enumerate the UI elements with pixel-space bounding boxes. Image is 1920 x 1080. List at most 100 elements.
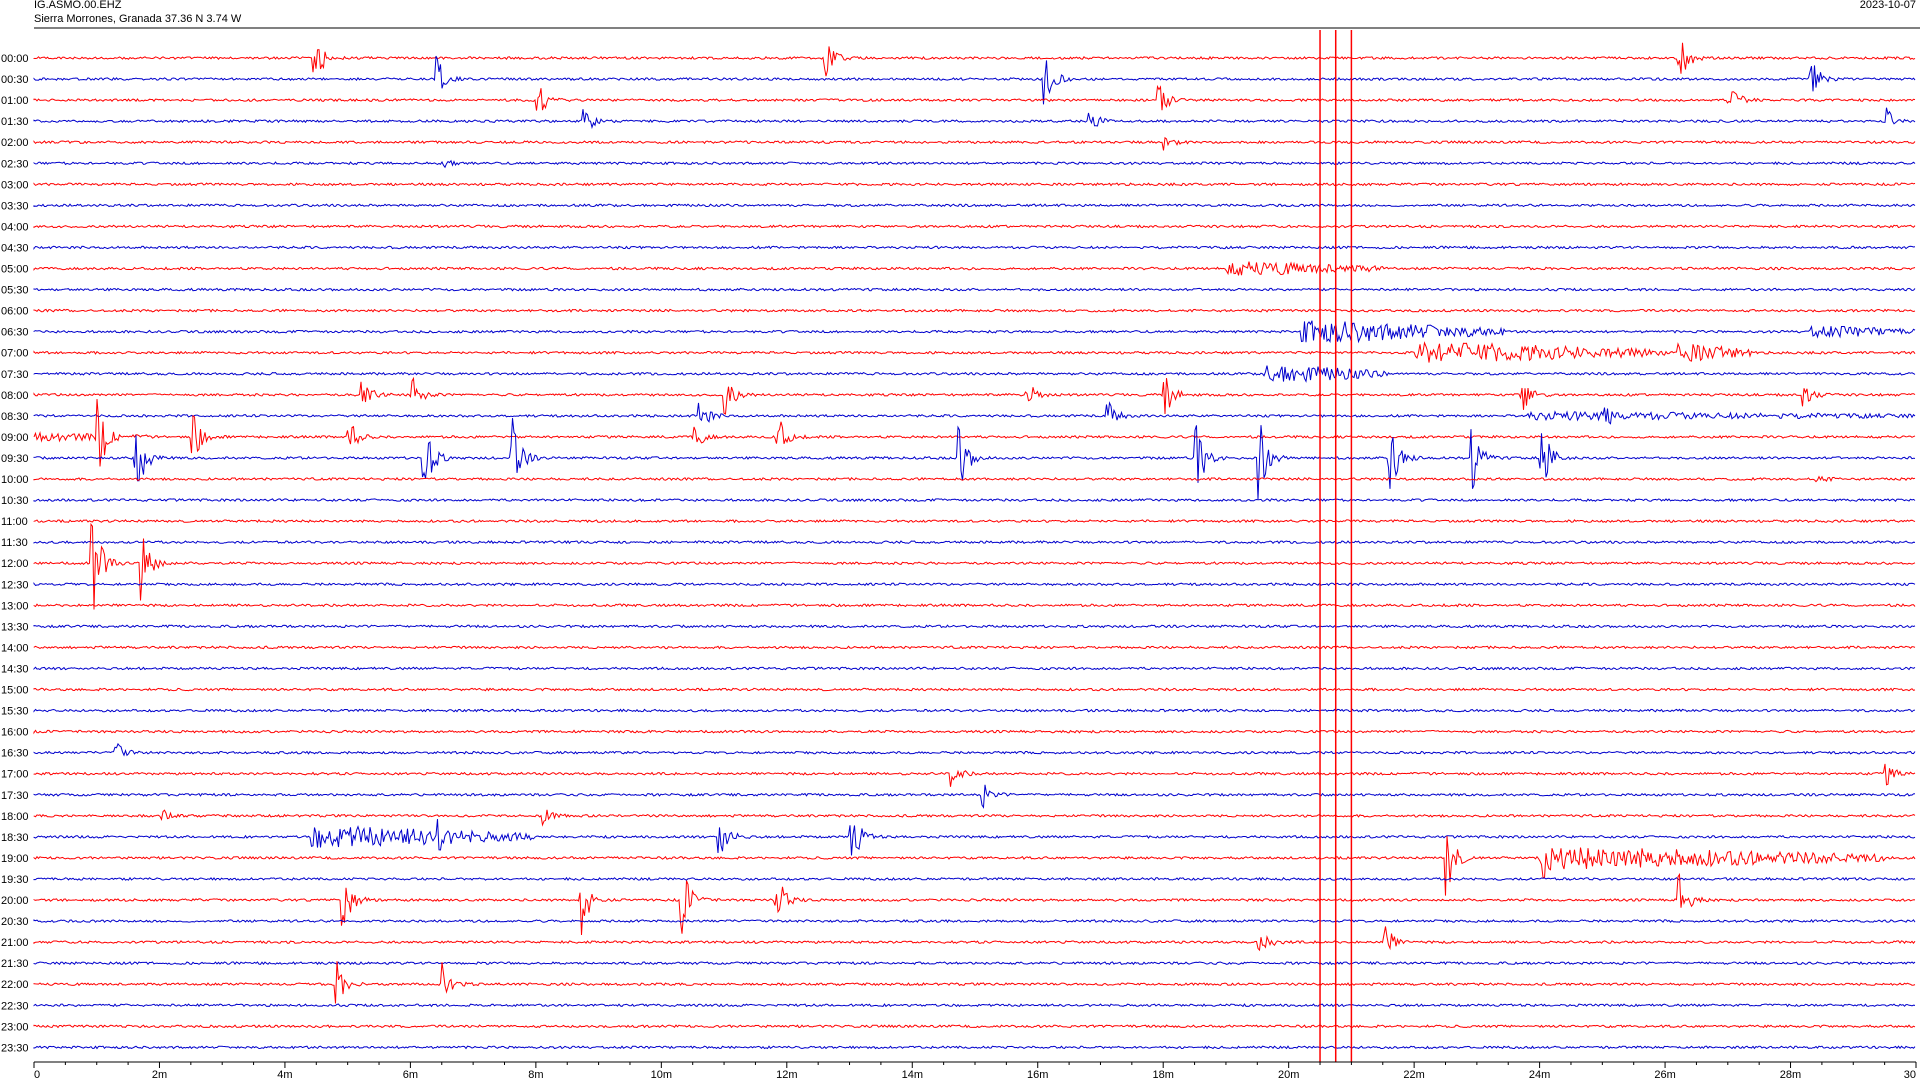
trace-0500 bbox=[33, 261, 1916, 276]
row-label: 06:30 bbox=[1, 327, 29, 339]
row-label: 17:00 bbox=[1, 769, 29, 781]
trace-group bbox=[33, 42, 1916, 1050]
row-label: 05:30 bbox=[1, 285, 29, 297]
trace-1830 bbox=[33, 819, 1916, 856]
trace-1630 bbox=[33, 742, 1916, 757]
trace-1900 bbox=[33, 835, 1916, 896]
row-label: 16:00 bbox=[1, 727, 29, 739]
trace-2230 bbox=[33, 1003, 1916, 1008]
row-label: 10:00 bbox=[1, 474, 29, 486]
row-label: 18:30 bbox=[1, 832, 29, 844]
x-tick-label: 4m bbox=[277, 1069, 292, 1080]
trace-0100 bbox=[33, 84, 1916, 111]
marker-group bbox=[1319, 30, 1353, 1062]
trace-0000 bbox=[33, 42, 1916, 77]
row-label: 11:00 bbox=[1, 516, 28, 528]
row-label: 19:00 bbox=[1, 853, 29, 865]
trace-1030 bbox=[33, 498, 1916, 503]
trace-1700 bbox=[33, 763, 1916, 787]
trace-1400 bbox=[33, 645, 1916, 650]
trace-0330 bbox=[33, 203, 1916, 208]
row-label: 07:00 bbox=[1, 348, 29, 360]
row-label: 23:00 bbox=[1, 1021, 29, 1033]
x-tick-label: 28m bbox=[1780, 1069, 1801, 1080]
x-tick-label: 26m bbox=[1654, 1069, 1675, 1080]
trace-1600 bbox=[33, 729, 1916, 735]
row-label: 21:30 bbox=[1, 958, 29, 970]
row-label: 05:00 bbox=[1, 264, 29, 276]
row-label: 20:30 bbox=[1, 916, 29, 928]
trace-2200 bbox=[33, 961, 1916, 1004]
trace-1200 bbox=[33, 522, 1916, 610]
trace-1930 bbox=[33, 876, 1916, 882]
row-label: 01:30 bbox=[1, 116, 29, 128]
x-tick-label: 20m bbox=[1278, 1069, 1299, 1080]
row-label: 00:30 bbox=[1, 74, 29, 86]
trace-0900 bbox=[33, 399, 1916, 467]
trace-2300 bbox=[33, 1024, 1916, 1029]
trace-0430 bbox=[33, 245, 1916, 250]
row-label: 13:30 bbox=[1, 621, 29, 633]
trace-1000 bbox=[33, 475, 1916, 483]
trace-2100 bbox=[33, 926, 1916, 952]
row-label: 02:00 bbox=[1, 137, 29, 149]
trace-1530 bbox=[33, 708, 1916, 713]
row-label: 21:00 bbox=[1, 937, 29, 949]
row-label: 03:30 bbox=[1, 200, 29, 212]
row-label: 14:00 bbox=[1, 642, 29, 654]
trace-0530 bbox=[33, 287, 1916, 292]
trace-0800 bbox=[33, 376, 1916, 415]
trace-0400 bbox=[33, 224, 1916, 229]
row-label: 00:00 bbox=[1, 53, 29, 65]
row-label: 15:30 bbox=[1, 706, 29, 718]
plot-date: 2023-10-07 bbox=[1860, 0, 1916, 11]
row-label: 18:00 bbox=[1, 811, 29, 823]
row-label: 12:00 bbox=[1, 558, 29, 570]
trace-1230 bbox=[33, 582, 1916, 587]
row-label: 04:00 bbox=[1, 221, 29, 233]
station-location: Sierra Morrones, Granada 37.36 N 3.74 W bbox=[34, 13, 242, 25]
trace-2130 bbox=[33, 961, 1916, 966]
row-label: 20:00 bbox=[1, 895, 29, 907]
trace-1130 bbox=[33, 540, 1916, 545]
x-tick-label: 14m bbox=[902, 1069, 923, 1080]
trace-1100 bbox=[33, 518, 1916, 524]
x-tick-label: 12m bbox=[776, 1069, 797, 1080]
row-label: 22:30 bbox=[1, 1000, 29, 1012]
trace-1500 bbox=[33, 687, 1916, 692]
row-label: 14:30 bbox=[1, 664, 29, 676]
x-tick-label: 0 bbox=[34, 1069, 40, 1080]
row-label: 13:00 bbox=[1, 600, 29, 612]
x-tick-label: 10m bbox=[651, 1069, 672, 1080]
row-label: 04:30 bbox=[1, 243, 29, 255]
row-label: 07:30 bbox=[1, 369, 29, 381]
x-tick-label: 22m bbox=[1403, 1069, 1424, 1080]
row-label: 15:00 bbox=[1, 685, 29, 697]
row-label: 17:30 bbox=[1, 790, 29, 802]
row-label-group: 00:00 00:30 01:00 01:30 02:00 02:30 03:00 03:30… bbox=[1, 53, 29, 1054]
trace-1430 bbox=[33, 666, 1916, 671]
trace-0030 bbox=[33, 55, 1916, 105]
trace-0200 bbox=[33, 136, 1916, 151]
x-tick-label: 24m bbox=[1529, 1069, 1550, 1080]
x-axis: 0 2m 4m 6m 8m 10m 12m 14m 16m 18m 20m 22m 24m 26m 28m 3… bbox=[33, 1061, 1917, 1080]
x-tick-label: 16m bbox=[1027, 1069, 1048, 1080]
row-label: 06:00 bbox=[1, 306, 29, 318]
row-label: 10:30 bbox=[1, 495, 29, 507]
row-label: 08:30 bbox=[1, 411, 29, 423]
trace-1300 bbox=[33, 603, 1916, 608]
x-tick-label: 2m bbox=[152, 1069, 167, 1080]
trace-0230 bbox=[33, 159, 1916, 169]
x-tick-label: 6m bbox=[403, 1069, 418, 1080]
station-code: IG.ASMO.00.EHZ bbox=[34, 0, 122, 11]
trace-2030 bbox=[33, 919, 1916, 924]
row-label: 09:00 bbox=[1, 432, 29, 444]
trace-1330 bbox=[33, 624, 1916, 629]
row-label: 01:00 bbox=[1, 95, 29, 107]
row-label: 16:30 bbox=[1, 748, 29, 760]
row-label: 08:00 bbox=[1, 390, 29, 402]
trace-2330 bbox=[33, 1045, 1916, 1050]
trace-1800 bbox=[33, 809, 1916, 827]
x-tick-label: 8m bbox=[528, 1069, 543, 1080]
